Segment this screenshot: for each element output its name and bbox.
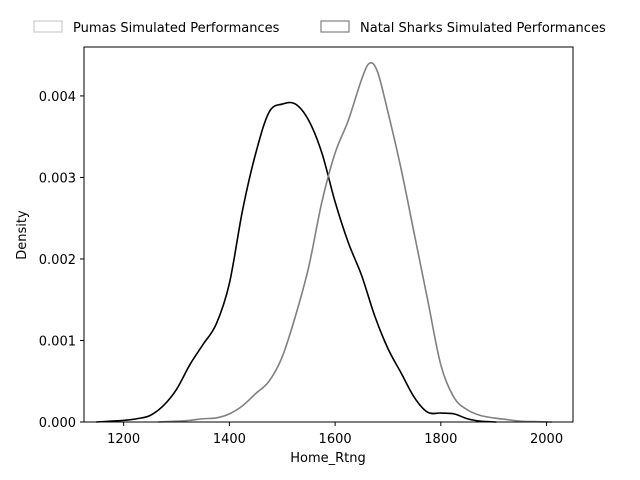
plot-area <box>96 62 552 423</box>
x-tick-label: 1600 <box>319 432 352 447</box>
y-axis: 0.000 0.001 0.002 0.003 0.004 <box>39 90 84 431</box>
x-tick-label: 1800 <box>424 432 457 447</box>
x-tick-label: 1400 <box>213 432 246 447</box>
legend-label-pumas: Pumas Simulated Performances <box>73 21 280 36</box>
legend-swatch-natal-sharks <box>320 20 350 33</box>
y-tick-label: 0.001 <box>39 334 76 349</box>
y-tick-label: 0.004 <box>39 90 76 105</box>
y-tick-label: 0.000 <box>39 416 76 431</box>
y-axis-label: Density <box>15 210 30 260</box>
series-line-0 <box>96 101 497 423</box>
axes-frame <box>83 46 574 423</box>
x-axis-label: Home_Rtng <box>290 451 366 466</box>
x-tick-label: 2000 <box>530 432 563 447</box>
y-tick-label: 0.003 <box>39 171 76 186</box>
x-axis: 1200 1400 1600 1800 2000 <box>107 422 563 447</box>
legend-swatch-pumas <box>33 20 63 33</box>
legend-label-natal-sharks: Natal Sharks Simulated Performances <box>360 21 606 36</box>
legend: Pumas Simulated Performances Natal Shark… <box>33 20 606 36</box>
x-tick-label: 1200 <box>107 432 140 447</box>
series-line-1 <box>157 62 552 423</box>
y-tick-label: 0.002 <box>39 253 76 268</box>
